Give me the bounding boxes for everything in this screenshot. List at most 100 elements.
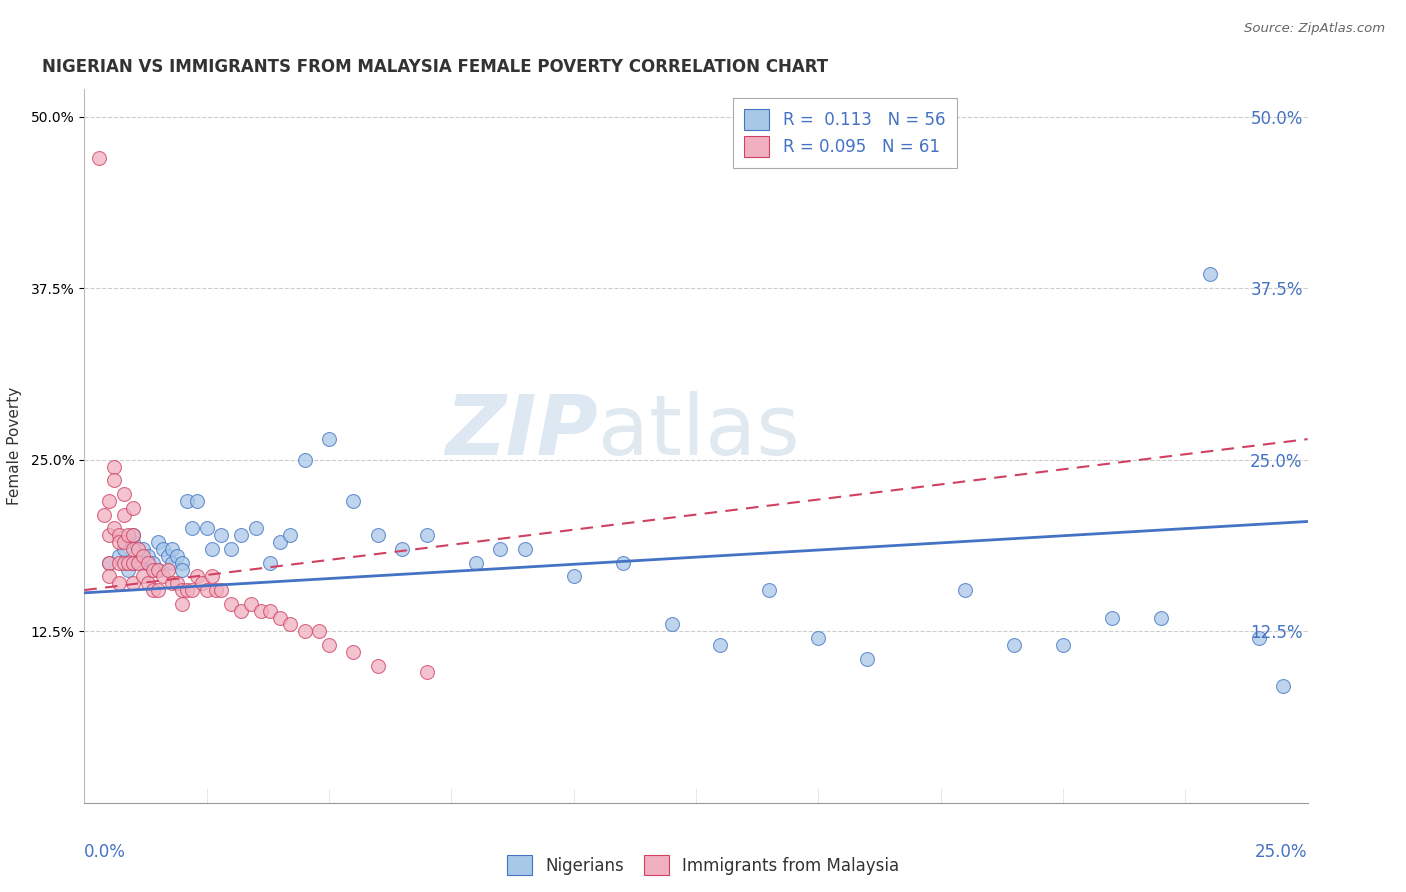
Point — [97, 556, 120, 570]
Point — [97, 494, 120, 508]
Point — [107, 576, 129, 591]
Text: ZIP: ZIP — [446, 392, 598, 472]
Point — [186, 494, 208, 508]
Point — [107, 528, 129, 542]
Point — [758, 583, 780, 598]
Point — [127, 556, 149, 570]
Point — [97, 556, 120, 570]
Point — [162, 556, 184, 570]
Point — [107, 535, 129, 549]
Point — [87, 151, 110, 165]
Point — [181, 521, 204, 535]
Point — [117, 562, 139, 576]
Point — [1101, 610, 1123, 624]
Point — [1198, 268, 1220, 282]
Point — [166, 549, 188, 563]
Point — [97, 528, 120, 542]
Text: Source: ZipAtlas.com: Source: ZipAtlas.com — [1244, 22, 1385, 36]
Point — [181, 583, 204, 598]
Point — [294, 452, 316, 467]
Point — [132, 556, 155, 570]
Point — [367, 658, 389, 673]
Point — [112, 541, 135, 556]
Point — [294, 624, 316, 639]
Point — [107, 549, 129, 563]
Point — [146, 535, 169, 549]
Point — [278, 617, 301, 632]
Point — [245, 521, 267, 535]
Point — [172, 556, 194, 570]
Point — [152, 541, 174, 556]
Text: 25.0%: 25.0% — [1256, 843, 1308, 861]
Point — [342, 494, 364, 508]
Point — [229, 604, 252, 618]
Point — [122, 500, 145, 515]
Point — [112, 508, 135, 522]
Point — [249, 604, 271, 618]
Point — [146, 562, 169, 576]
Point — [612, 556, 634, 570]
Point — [259, 604, 281, 618]
Point — [807, 631, 830, 645]
Point — [391, 541, 413, 556]
Point — [132, 549, 155, 563]
Point — [172, 597, 194, 611]
Point — [191, 576, 214, 591]
Point — [103, 473, 125, 487]
Point — [1002, 638, 1025, 652]
Point — [259, 556, 281, 570]
Y-axis label: Female Poverty: Female Poverty — [7, 387, 22, 505]
Point — [132, 541, 155, 556]
Point — [112, 487, 135, 501]
Point — [342, 645, 364, 659]
Point — [122, 535, 145, 549]
Point — [464, 556, 486, 570]
Point — [269, 610, 291, 624]
Point — [117, 528, 139, 542]
Point — [112, 556, 135, 570]
Point — [122, 528, 145, 542]
Point — [152, 569, 174, 583]
Point — [269, 535, 291, 549]
Point — [367, 528, 389, 542]
Point — [200, 569, 222, 583]
Point — [219, 597, 242, 611]
Point — [156, 562, 179, 576]
Point — [93, 508, 115, 522]
Point — [122, 576, 145, 591]
Point — [172, 583, 194, 598]
Point — [97, 569, 120, 583]
Point — [709, 638, 731, 652]
Point — [1052, 638, 1074, 652]
Point — [661, 617, 683, 632]
Point — [107, 556, 129, 570]
Point — [146, 562, 169, 576]
Point — [136, 556, 159, 570]
Point — [953, 583, 976, 598]
Point — [416, 665, 439, 680]
Point — [562, 569, 585, 583]
Point — [103, 521, 125, 535]
Point — [176, 494, 198, 508]
Point — [136, 576, 159, 591]
Point — [136, 549, 159, 563]
Point — [122, 528, 145, 542]
Point — [219, 541, 242, 556]
Point — [146, 583, 169, 598]
Point — [856, 651, 879, 665]
Point — [142, 562, 165, 576]
Point — [142, 583, 165, 598]
Point — [117, 556, 139, 570]
Point — [195, 583, 218, 598]
Legend: Nigerians, Immigrants from Malaysia: Nigerians, Immigrants from Malaysia — [498, 847, 908, 884]
Point — [209, 528, 232, 542]
Point — [156, 549, 179, 563]
Legend: R =  0.113   N = 56, R = 0.095   N = 61: R = 0.113 N = 56, R = 0.095 N = 61 — [733, 97, 956, 169]
Point — [200, 541, 222, 556]
Point — [205, 583, 228, 598]
Text: 0.0%: 0.0% — [84, 843, 127, 861]
Point — [122, 556, 145, 570]
Point — [122, 541, 145, 556]
Point — [1272, 679, 1295, 693]
Point — [278, 528, 301, 542]
